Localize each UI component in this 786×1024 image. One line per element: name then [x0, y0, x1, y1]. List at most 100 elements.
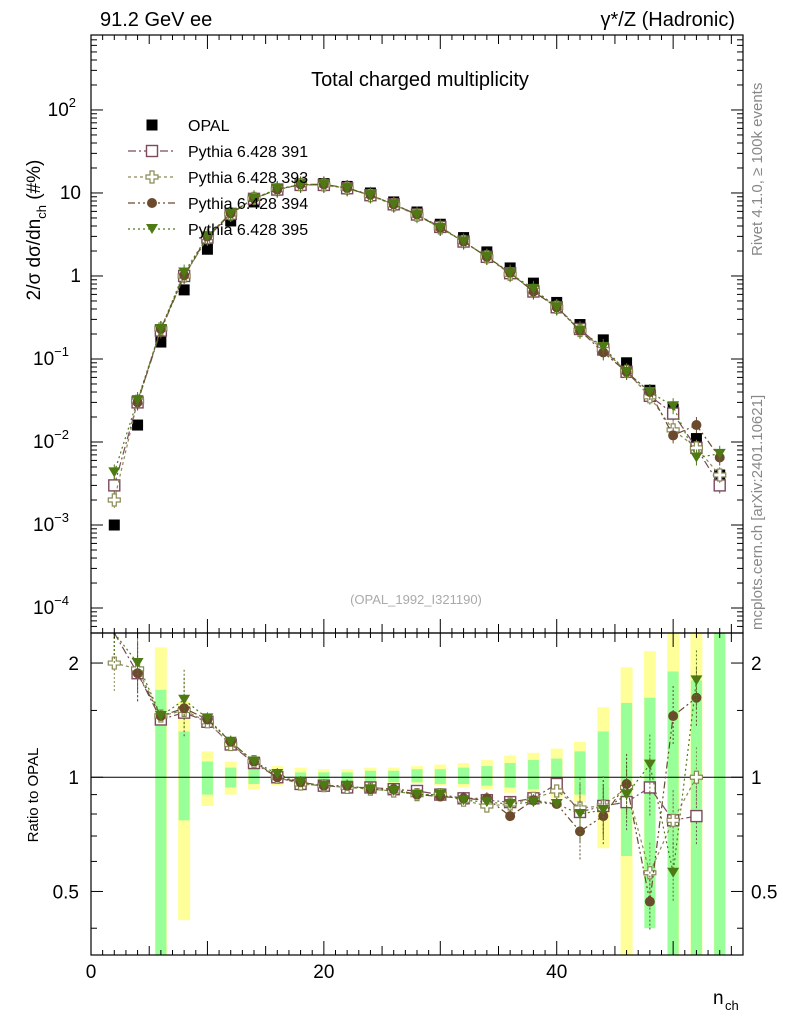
- ratio-point: [434, 789, 447, 800]
- band-green: [434, 769, 446, 784]
- ratio-point: [691, 692, 702, 703]
- ratio-point: [689, 770, 704, 784]
- ratio-point: [317, 780, 330, 791]
- band-green: [481, 766, 493, 786]
- ratio-ylabel: Ratio to OPAL: [25, 748, 42, 843]
- y-tick-label: 10−4: [33, 593, 69, 619]
- data-point: [108, 519, 120, 531]
- legend-label: OPAL: [188, 118, 230, 135]
- ratio-point: [574, 809, 586, 820]
- data-point: [155, 336, 167, 348]
- ratio-point: [597, 804, 610, 815]
- band-green: [364, 770, 376, 783]
- data-point: [248, 193, 260, 204]
- data-point: [387, 199, 400, 210]
- data-point: [550, 302, 563, 313]
- ratio-y-tick-label: 2: [68, 654, 79, 675]
- x-tick-label: 20: [313, 962, 334, 983]
- data-point: [457, 236, 470, 247]
- band-green: [551, 758, 563, 791]
- data-point: [690, 433, 702, 445]
- data-point: [364, 190, 377, 201]
- watermark: (OPAL_1992_I321190): [350, 592, 482, 607]
- ratio-point: [107, 656, 121, 670]
- legend-label: Pythia 6.428 393: [188, 170, 308, 187]
- data-point: [201, 243, 213, 255]
- legend-item: Pythia 6.428 391: [128, 144, 308, 161]
- ratio-point: [505, 811, 516, 822]
- main-title: Total charged multiplicity: [311, 69, 529, 91]
- data-point: [294, 179, 307, 190]
- data-point: [668, 430, 679, 441]
- data-point: [690, 452, 703, 463]
- band-green: [714, 633, 726, 955]
- ratio-point: [201, 713, 214, 724]
- data-point: [480, 251, 493, 262]
- band-green: [597, 731, 609, 810]
- band-green: [201, 761, 213, 795]
- data-point: [341, 183, 354, 194]
- ratio-point: [667, 867, 680, 878]
- data-point: [107, 493, 121, 507]
- ratio-line: [113, 632, 698, 873]
- data-point: [411, 210, 423, 221]
- ratio-point: [364, 784, 377, 795]
- data-point: [154, 323, 167, 334]
- data-point: [713, 468, 727, 482]
- ratio-point: [550, 799, 563, 810]
- side-label-top: Rivet 4.1.0, ≥ 100k events: [749, 83, 766, 256]
- ratio-point: [387, 785, 400, 796]
- data-point: [621, 357, 633, 369]
- ratio-point: [620, 789, 633, 800]
- y-tick-label: 10−1: [33, 344, 69, 370]
- data-point: [178, 267, 191, 278]
- legend-marker: [146, 119, 158, 131]
- legend-label: Pythia 6.428 394: [188, 196, 308, 213]
- ratio-point: [131, 658, 144, 669]
- data-point: [317, 179, 330, 190]
- band-green: [574, 751, 586, 795]
- ratio-point: [575, 826, 585, 837]
- band-green: [527, 760, 539, 790]
- legend-marker: [147, 198, 157, 208]
- band-green: [178, 731, 190, 821]
- data-point: [178, 284, 190, 296]
- data-point: [691, 420, 702, 431]
- data-point: [132, 419, 144, 431]
- y-tick-label: 10−3: [33, 510, 69, 536]
- data-point: [574, 325, 586, 336]
- legend-label: Pythia 6.428 395: [188, 222, 308, 239]
- legend-label: Pythia 6.428 391: [188, 144, 308, 161]
- legend-marker: [145, 170, 159, 184]
- x-axis-label: n ch: [713, 988, 739, 1013]
- y-tick-label: 10: [60, 183, 81, 204]
- ratio-point: [644, 896, 655, 907]
- main-ylabel: 2/σ dσ/dnch (#%): [24, 160, 49, 301]
- ratio-point: [271, 768, 284, 779]
- ratio-y-tick-label: 0.5: [53, 882, 79, 903]
- header-left: 91.2 GeV ee: [100, 9, 212, 31]
- ratio-y-tick-label: 1: [68, 768, 79, 789]
- ratio-point: [550, 784, 564, 798]
- ratio-point: [643, 759, 656, 770]
- ratio-point: [668, 711, 679, 722]
- data-point: [434, 222, 447, 233]
- data-point: [620, 366, 633, 377]
- side-label-bottom: mcplots.cern.ch [arXiv:2401.10621]: [749, 395, 766, 630]
- data-point: [667, 401, 680, 412]
- ratio-point: [178, 694, 191, 705]
- legend-marker: [145, 144, 159, 158]
- legend-item: Pythia 6.428 394: [128, 196, 308, 213]
- ratio-point: [224, 736, 237, 747]
- band-green: [667, 671, 679, 955]
- x-tick-label: 40: [546, 962, 567, 983]
- band-green: [388, 770, 400, 783]
- ratio-y-tick-label-right: 1: [751, 768, 762, 789]
- legend-item: Pythia 6.428 395: [128, 222, 308, 239]
- band-green: [248, 769, 260, 784]
- band-green: [458, 767, 470, 784]
- ratio-point: [504, 799, 517, 810]
- ratio-point: [690, 809, 703, 823]
- legend-item: Pythia 6.428 393: [128, 170, 308, 187]
